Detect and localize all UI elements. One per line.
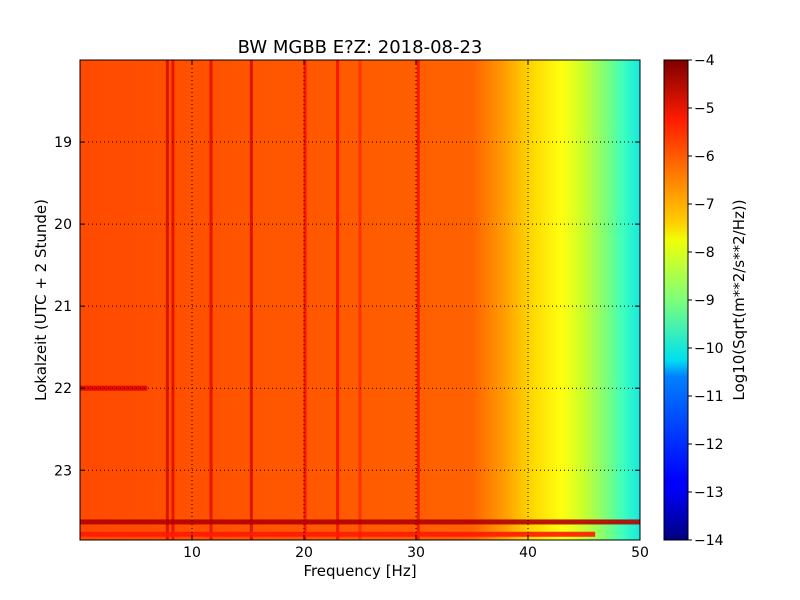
vertical-line-mark xyxy=(303,60,307,540)
vertical-line-mark xyxy=(209,60,213,540)
vertical-line-mark xyxy=(165,60,169,540)
colorbar-tick-label: −5 xyxy=(694,101,715,117)
plot-area xyxy=(79,59,641,541)
vertical-line-mark xyxy=(249,60,253,540)
y-axis-label: Lokalzeit (UTC + 2 Stunde) xyxy=(32,199,50,401)
chart-title: BW MGBB E?Z: 2018-08-23 xyxy=(238,37,483,58)
y-tick-label: 20 xyxy=(54,217,72,233)
vertical-line-mark xyxy=(171,60,175,540)
colorbar-tick-label: −14 xyxy=(694,533,724,549)
y-tick-label: 21 xyxy=(54,299,72,315)
x-tick-label: 10 xyxy=(183,545,201,561)
x-tick-label: 50 xyxy=(631,545,649,561)
colorbar-tick-label: −9 xyxy=(694,293,715,309)
vertical-line-mark xyxy=(336,60,340,540)
x-axis: 10 20 30 40 50 xyxy=(183,60,649,561)
x-tick-label: 30 xyxy=(407,545,425,561)
vertical-line-mark xyxy=(358,60,362,540)
horizontal-band-mark xyxy=(80,519,640,525)
colorbar: −4 −5 −6 −7 −8 −9 −10 −11 −12 −13 −14 Log10(Sqrt(m… xyxy=(663,53,748,549)
x-tick-label: 40 xyxy=(519,545,537,561)
colorbar-tick-label: −7 xyxy=(694,197,715,213)
horizontal-band-mark xyxy=(80,385,148,391)
colorbar-ticks: −4 −5 −6 −7 −8 −9 −10 −11 −12 −13 −14 xyxy=(688,53,724,549)
plot-frame xyxy=(79,59,641,541)
colorbar-tick-label: −11 xyxy=(694,389,724,405)
y-tick-label: 23 xyxy=(54,463,72,479)
x-tick-label: 20 xyxy=(295,545,313,561)
x-axis-label: Frequency [Hz] xyxy=(303,562,416,580)
y-tick-label: 19 xyxy=(54,135,72,151)
y-axis: 19 20 21 22 23 xyxy=(54,135,640,479)
colorbar-tick-label: −4 xyxy=(694,53,715,69)
horizontal-band-mark xyxy=(80,531,596,537)
grid-lines xyxy=(80,60,640,540)
y-tick-label: 22 xyxy=(54,381,72,397)
colorbar-tick-label: −10 xyxy=(694,341,724,357)
colorbar-gradient xyxy=(663,59,689,541)
colorbar-tick-label: −6 xyxy=(694,149,715,165)
colorbar-tick-label: −12 xyxy=(694,437,724,453)
colorbar-tick-label: −8 xyxy=(694,245,715,261)
spectrogram-marks xyxy=(80,60,640,540)
colorbar-tick-label: −13 xyxy=(694,485,724,501)
colorbar-label: Log10(Sqrt(m**2/s**2/Hz)) xyxy=(730,199,748,400)
vertical-line-mark xyxy=(416,60,420,540)
